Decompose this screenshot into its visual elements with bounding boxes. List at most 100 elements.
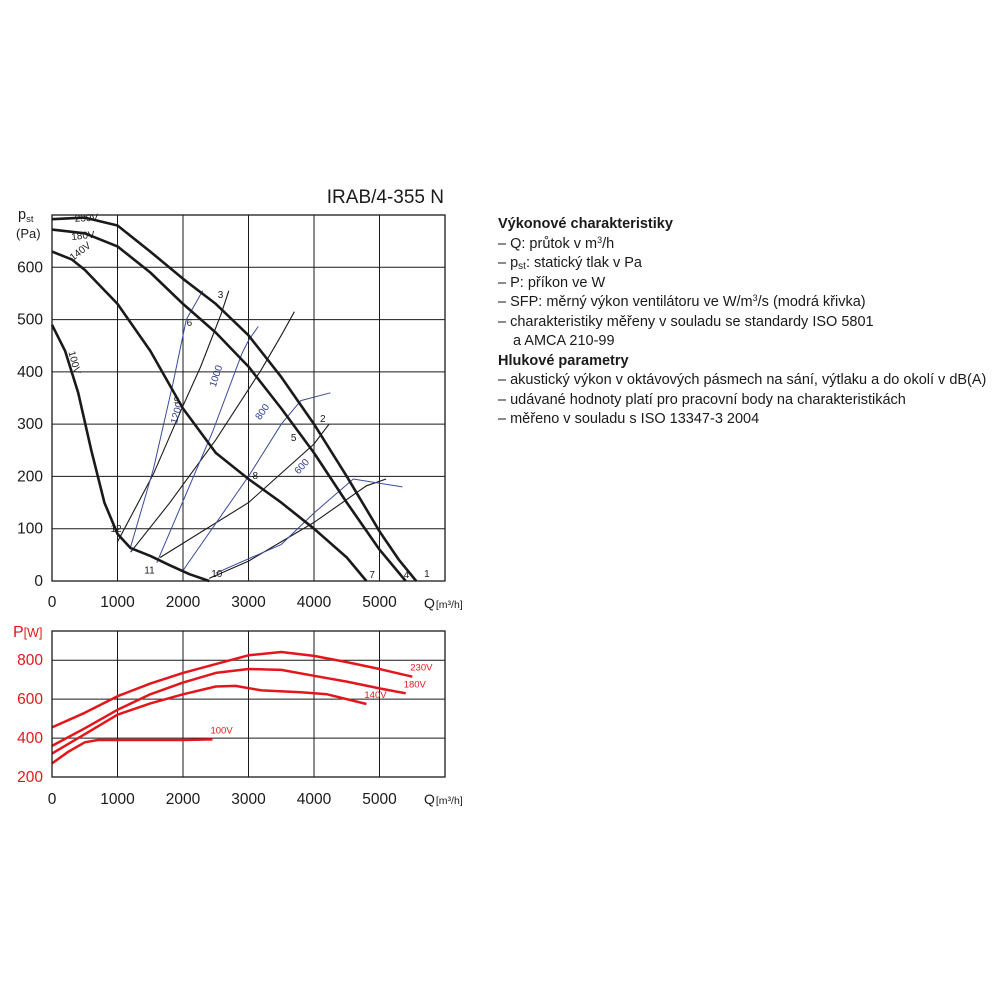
performance-heading: Výkonové charakteristiky (498, 216, 673, 232)
x-tick-label: 1000 (100, 594, 135, 611)
sfp-curve (182, 392, 331, 571)
pressure-plot-frame (51, 214, 446, 582)
operating-point-label: 5 (291, 433, 297, 444)
legend-item: – Q: průtok v m3/h (498, 235, 993, 255)
power-labels: 230V 180V 140V 100V (210, 663, 433, 737)
power-grid (52, 631, 445, 777)
legend-item-text: – charakteristiky měřeny v souladu se st… (498, 313, 874, 330)
x-tick-label: 2000 (166, 594, 201, 611)
pressure-axis-label: pst (18, 207, 34, 225)
legend-item-text: – Q: průtok v m (498, 235, 598, 252)
power-series-label: 100V (210, 725, 233, 736)
power-curve (51, 667, 406, 748)
y-tick-label: 600 (17, 691, 43, 708)
system-curve (159, 423, 330, 558)
legend-item-text: – P: příkon ve W (498, 274, 606, 291)
legend-item-text: a AMCA 210-99 (513, 333, 615, 349)
power-axis-label: P[W] (13, 624, 42, 641)
operating-point-label: 1 (424, 569, 430, 580)
legend-item-text: 3 (752, 293, 758, 303)
power-series-label: 180V (404, 679, 427, 690)
legend-item: – akustický výkon v oktávových pásmech n… (498, 371, 993, 391)
legend-item-text: /h (602, 235, 615, 252)
pressure-series (50, 216, 418, 583)
power-series-label: 140V (364, 690, 387, 701)
pressure-grid (52, 215, 445, 581)
x-tick-label: 4000 (297, 791, 332, 808)
x-tick-label: 3000 (231, 594, 266, 611)
pressure-curve (50, 324, 210, 583)
x-tick-label: 1000 (100, 791, 135, 808)
sfp-curve-label: 600 (293, 457, 313, 477)
y-tick-label: 300 (17, 416, 43, 433)
operating-point-label: 3 (218, 290, 224, 301)
y-tick-label: 400 (17, 730, 43, 747)
sfp-curve (156, 326, 259, 563)
legend-item-text: – SFP: měrný výkon ventilátoru ve W/m (498, 294, 753, 310)
power-chart: 230V 180V 140V 100V 0 1000 2000 3000 4000 5000 20… (13, 624, 463, 808)
pressure-curve (51, 216, 418, 582)
noise-list: – akustický výkon v oktávových pásmech n… (498, 371, 993, 430)
model-title: IRAB/4-355 N (327, 187, 444, 208)
y-tick-label: 100 (17, 521, 43, 538)
x-tick-label: 4000 (297, 594, 332, 611)
sfp-curve-label: 800 (254, 402, 273, 422)
power-plot-frame (51, 630, 446, 778)
x-tick-label: 0 (48, 791, 57, 808)
y-tick-label: 200 (17, 468, 43, 485)
power-series (51, 650, 413, 765)
series-label: 180V (71, 230, 96, 243)
legend-item-text: 3 (597, 234, 603, 245)
operating-point-label: 8 (253, 471, 259, 482)
system-curve (130, 311, 295, 553)
legend-item: a AMCA 210-99 (498, 332, 993, 352)
system-curve (208, 478, 387, 579)
power-curve (51, 684, 367, 755)
operating-point-label: 6 (187, 318, 193, 329)
y-tick-label: 400 (17, 364, 43, 381)
power-ticks: 0 1000 2000 3000 4000 5000 200 400 600 800 (17, 652, 397, 808)
legend-item-text: – p (498, 255, 519, 271)
pressure-ticks: 0 1000 2000 3000 4000 5000 0 100 200 300 400 500 600 (17, 259, 397, 611)
legend-item-text: – měřeno v souladu s ISO 13347-3 2004 (498, 411, 760, 427)
operating-point-label: 12 (111, 524, 123, 535)
system-curves (117, 290, 387, 579)
x-tick-label: 0 (48, 594, 57, 611)
legend-item-text: – akustický výkon v oktávových pásmech n… (498, 372, 987, 388)
pressure-curve (51, 250, 368, 582)
y-tick-label: 800 (17, 652, 43, 669)
legend-item-text: /s (modrá křivka) (757, 294, 866, 310)
x-tick-label: 3000 (231, 791, 266, 808)
legend-item: – P: příkon ve W (498, 274, 993, 294)
y-tick-label: 0 (34, 573, 43, 590)
operating-point-label: 7 (369, 570, 375, 581)
legend-item: – udávané hodnoty platí pro pracovní bod… (498, 391, 993, 411)
legend-item: – SFP: měrný výkon ventilátoru ve W/m3/s… (498, 293, 993, 313)
pressure-x-axis-label: Q[m³/h] (424, 595, 463, 611)
power-curve (51, 738, 213, 765)
operating-point-label: 11 (144, 565, 155, 576)
noise-heading: Hlukové parametry (498, 352, 629, 369)
power-curve (51, 650, 413, 729)
legend-item-text: – udávané hodnoty platí pro pracovní bod… (498, 391, 906, 408)
pressure-curve (51, 228, 407, 582)
performance-list: – Q: průtok v m3/h – pst: statický tlak v… (498, 235, 993, 352)
operating-point-label: 2 (320, 414, 326, 425)
y-tick-label: 500 (17, 312, 43, 329)
legend-item: – pst: statický tlak v Pa (498, 254, 993, 274)
sfp-curve-label: 1000 (208, 364, 225, 389)
y-tick-label: 200 (17, 769, 43, 786)
y-tick-label: 600 (17, 259, 43, 276)
power-x-axis-label: Q[m³/h] (424, 791, 463, 807)
x-tick-label: 5000 (362, 594, 397, 611)
sfp-curve (215, 478, 403, 574)
series-label: 140V (68, 240, 93, 263)
legend-item-text: : statický tlak v Pa (525, 255, 642, 271)
operating-point-label: 10 (211, 569, 223, 580)
power-series-label: 230V (410, 663, 433, 674)
x-tick-label: 2000 (166, 791, 201, 808)
operating-point-label: 4 (404, 570, 410, 581)
x-tick-label: 5000 (362, 791, 397, 808)
